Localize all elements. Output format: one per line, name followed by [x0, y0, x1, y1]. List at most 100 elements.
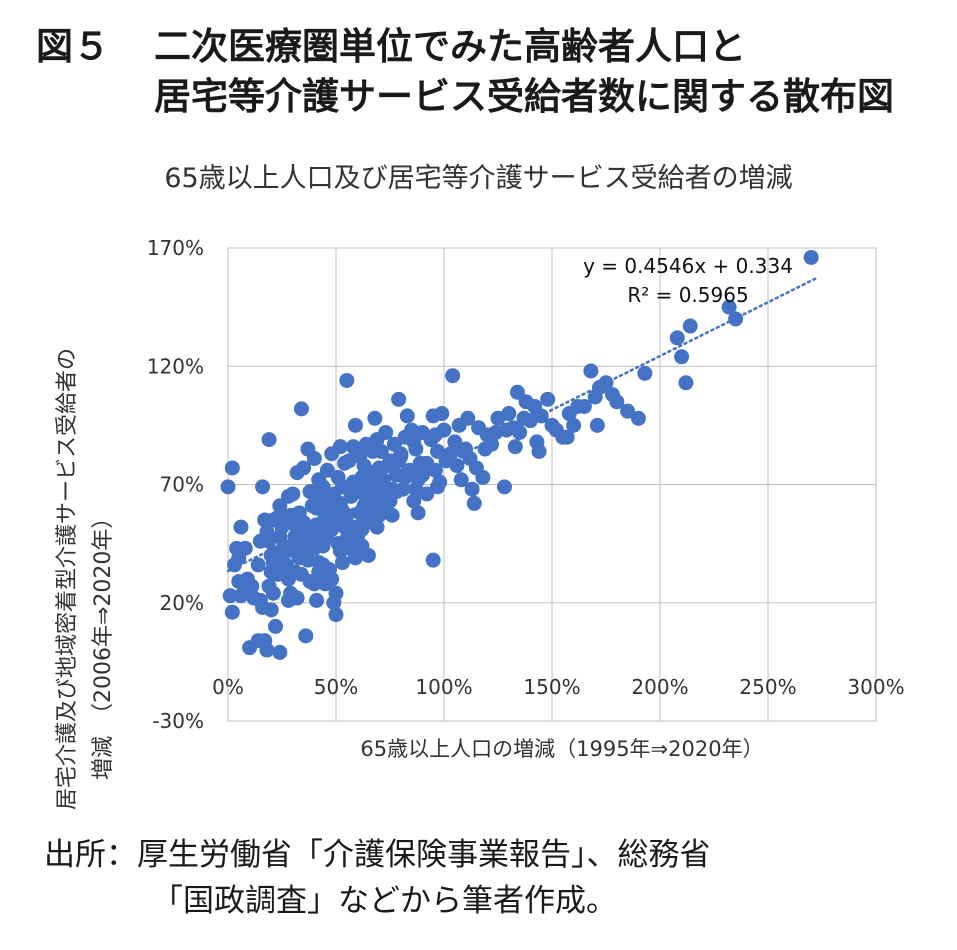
- data-point: [296, 460, 312, 476]
- x-tick-label: 200%: [631, 675, 688, 699]
- data-point: [220, 479, 236, 495]
- trendline-equation: y = 0.4546x + 0.334: [583, 254, 793, 278]
- data-point: [324, 571, 340, 587]
- data-point: [496, 479, 512, 495]
- data-point: [369, 519, 385, 535]
- data-point: [399, 408, 415, 424]
- data-point: [255, 599, 271, 615]
- figure-title-line1: 図５ 二次医療圏単位でみた高齢者人口と: [36, 22, 894, 72]
- data-point: [309, 592, 325, 608]
- y-tick-label: 70%: [160, 473, 204, 497]
- data-point: [371, 507, 387, 523]
- data-point: [332, 543, 348, 559]
- data-point: [296, 514, 312, 530]
- data-point: [391, 453, 407, 469]
- data-point: [261, 432, 277, 448]
- data-point: [265, 555, 281, 571]
- data-point: [373, 479, 389, 495]
- data-point: [499, 422, 515, 438]
- data-point: [637, 365, 653, 381]
- data-point: [315, 479, 331, 495]
- data-point: [445, 368, 461, 384]
- source-line2: 「国政調査」などから筆者作成。: [152, 883, 617, 919]
- data-point: [306, 450, 322, 466]
- data-point: [347, 550, 363, 566]
- data-point: [285, 486, 301, 502]
- figure-title: 図５ 二次医療圏単位でみた高齢者人口と 居宅等介護サービス受給者数に関する散布図: [36, 22, 894, 122]
- figure-title-line2: 居宅等介護サービス受給者数に関する散布図: [154, 75, 894, 118]
- data-point: [414, 467, 430, 483]
- data-point: [604, 387, 620, 403]
- data-point: [242, 583, 258, 599]
- data-point: [540, 391, 556, 407]
- data-point: [224, 604, 240, 620]
- data-point: [682, 318, 698, 334]
- data-point: [293, 526, 309, 542]
- x-tick-label: 100%: [415, 675, 472, 699]
- y-tick-label: 170%: [147, 236, 204, 260]
- data-point: [332, 439, 348, 455]
- data-point: [397, 469, 413, 485]
- data-point: [334, 555, 350, 571]
- data-point: [322, 503, 338, 519]
- data-point: [341, 524, 357, 540]
- data-point: [296, 545, 312, 561]
- data-point: [438, 453, 454, 469]
- data-point: [226, 557, 242, 573]
- data-point: [302, 484, 318, 500]
- data-point: [382, 493, 398, 509]
- data-point: [406, 493, 422, 509]
- data-point: [447, 434, 463, 450]
- figure-title-text1: 二次医療圏単位でみた高齢者人口と: [154, 25, 746, 68]
- data-point: [347, 417, 363, 433]
- data-point: [311, 555, 327, 571]
- data-point: [468, 460, 484, 476]
- data-point: [427, 427, 443, 443]
- data-point: [259, 642, 275, 658]
- data-point: [328, 585, 344, 601]
- data-point: [309, 517, 325, 533]
- data-point: [589, 417, 605, 433]
- data-point: [255, 479, 271, 495]
- data-point: [317, 531, 333, 547]
- data-point: [559, 429, 575, 445]
- data-point: [233, 519, 249, 535]
- x-tick-label: 250%: [739, 675, 796, 699]
- data-point: [268, 618, 284, 634]
- data-point: [378, 424, 394, 440]
- data-point: [501, 406, 517, 422]
- data-point: [630, 410, 646, 426]
- data-point: [272, 498, 288, 514]
- data-point: [507, 439, 523, 455]
- data-point: [430, 443, 446, 459]
- data-point: [425, 552, 441, 568]
- trendline-r2: R² = 0.5965: [627, 283, 748, 307]
- data-point: [224, 460, 240, 476]
- data-point: [237, 540, 253, 556]
- data-point: [280, 592, 296, 608]
- x-tick-label: 0%: [212, 675, 244, 699]
- data-point: [367, 410, 383, 426]
- data-point: [512, 424, 528, 440]
- data-point: [306, 576, 322, 592]
- data-point: [231, 573, 247, 589]
- data-point: [343, 488, 359, 504]
- data-point: [678, 375, 694, 391]
- data-point: [352, 505, 368, 521]
- data-point: [339, 372, 355, 388]
- data-point: [363, 495, 379, 511]
- data-point: [674, 349, 690, 365]
- data-point: [434, 406, 450, 422]
- data-point: [328, 607, 344, 623]
- data-point: [360, 547, 376, 563]
- data-point: [298, 628, 314, 644]
- data-point: [250, 557, 266, 573]
- data-point: [477, 441, 493, 457]
- data-point: [455, 443, 471, 459]
- data-point: [272, 644, 288, 660]
- data-point: [533, 408, 549, 424]
- data-point: [330, 512, 346, 528]
- data-point: [391, 391, 407, 407]
- data-point: [373, 443, 389, 459]
- chart-title: 65歳以上人口及び居宅等介護サービス受給者の増減: [164, 163, 793, 194]
